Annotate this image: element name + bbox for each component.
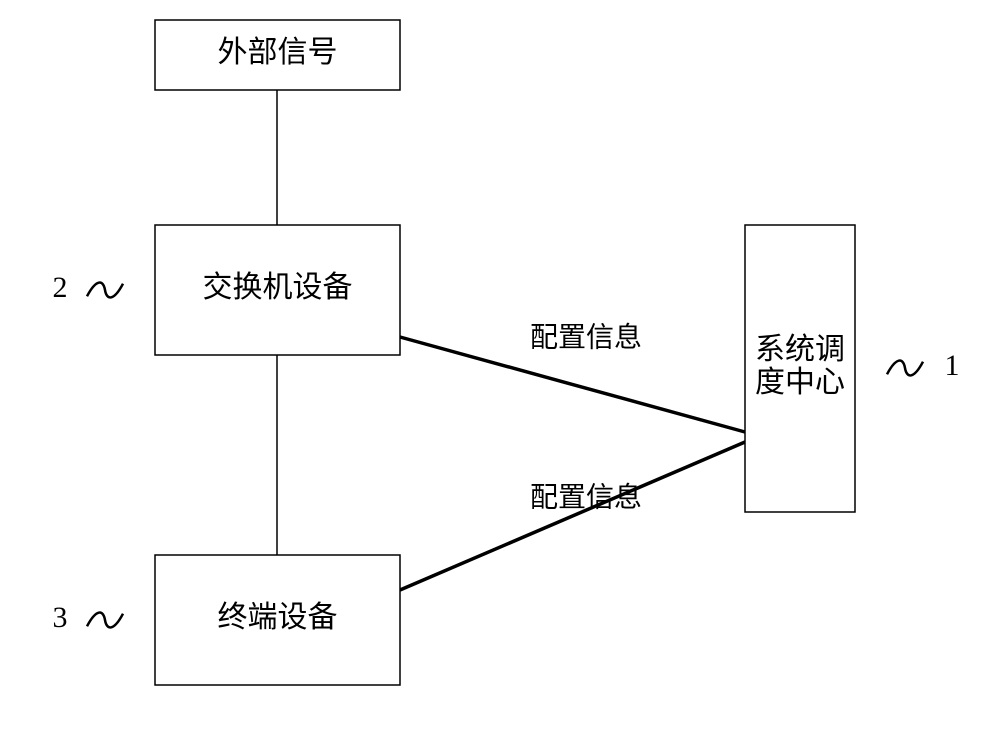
node-label-system-l2: 度中心 [755,366,845,399]
marker-tilde-1 [887,361,923,376]
marker-tilde-2 [87,283,123,298]
marker-label-3: 3 [53,601,68,634]
edge-label-switch-system: 配置信息 [530,321,642,353]
node-label-terminal: 终端设备 [218,601,338,634]
marker-label-2: 2 [53,271,68,304]
edge-terminal-system [400,442,745,590]
node-label-external: 外部信号 [218,36,338,69]
node-label-switch: 交换机设备 [203,271,353,304]
edge-label-terminal-system: 配置信息 [530,481,642,513]
marker-label-1: 1 [945,349,960,382]
node-label-system-l1: 系统调 [755,333,845,366]
marker-tilde-3 [87,613,123,628]
